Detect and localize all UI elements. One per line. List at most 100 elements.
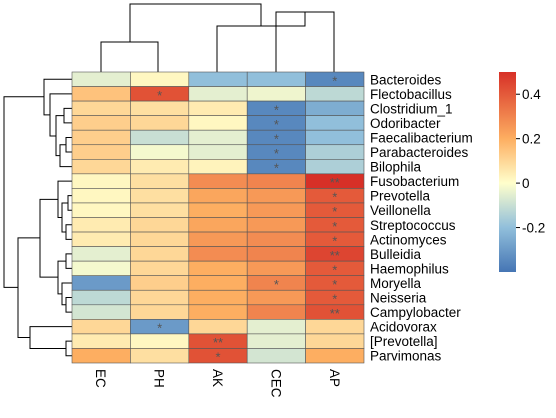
heatmap-cell <box>247 261 305 276</box>
row-label: Haemophilus <box>370 261 449 276</box>
significance-mark: * <box>274 131 279 146</box>
row-label: Bulleidia <box>370 247 422 262</box>
significance-mark: * <box>332 190 337 205</box>
heatmap-cell <box>130 130 188 145</box>
heatmap-cell <box>72 188 130 203</box>
row-label: Faecalibacterium <box>370 130 473 145</box>
row-label: Neisseria <box>370 291 427 306</box>
heatmap-cell <box>189 261 247 276</box>
column-labels: EC PH AK CEC AP <box>93 369 342 398</box>
legend-tick-label: -0.2 <box>522 221 545 236</box>
significance-mark: * <box>274 146 279 161</box>
heatmap-cell <box>72 87 130 102</box>
heatmap-cells <box>72 72 364 363</box>
row-label: Veillonella <box>370 203 431 218</box>
significance-mark: * <box>332 262 337 277</box>
color-legend-bar <box>499 72 516 272</box>
significance-mark: * <box>332 204 337 219</box>
heatmap-cell <box>130 145 188 160</box>
heatmap-cell <box>130 276 188 291</box>
heatmap-cell <box>72 334 130 349</box>
heatmap-cell <box>130 247 188 262</box>
column-label: EC <box>93 369 108 388</box>
heatmap-cell <box>247 232 305 247</box>
significance-mark: * <box>215 350 220 365</box>
row-label: Prevotella <box>370 189 431 204</box>
heatmap-cell <box>72 319 130 334</box>
heatmap-cell <box>130 116 188 131</box>
row-label: Moryella <box>370 276 422 291</box>
heatmap-cell <box>306 348 364 363</box>
column-label: PH <box>152 369 167 388</box>
heatmap-cell <box>247 247 305 262</box>
heatmap-cell <box>189 159 247 174</box>
row-label: Odoribacter <box>370 116 441 131</box>
heatmap-cell <box>72 203 130 218</box>
heatmap-cell <box>130 188 188 203</box>
heatmap-cell <box>130 159 188 174</box>
heatmap-cell <box>130 72 188 87</box>
row-label: Parabacteroides <box>370 145 469 160</box>
heatmap-cell <box>247 290 305 305</box>
legend-tick-label: 0 <box>522 176 530 191</box>
heatmap-cell <box>306 159 364 174</box>
heatmap-cell <box>306 116 364 131</box>
heatmap-cell <box>130 290 188 305</box>
heatmap-cell <box>189 174 247 189</box>
column-label: AP <box>327 369 342 387</box>
significance-mark: ** <box>330 248 340 263</box>
heatmap-cell <box>306 101 364 116</box>
heatmap-cell <box>189 305 247 320</box>
heatmap-cell <box>247 319 305 334</box>
heatmap-cell <box>130 305 188 320</box>
heatmap-cell <box>247 188 305 203</box>
color-legend: 0.4 0.2 0 -0.2 <box>499 72 545 272</box>
heatmap-cell <box>72 130 130 145</box>
heatmap-cell <box>306 87 364 102</box>
significance-mark: * <box>274 102 279 117</box>
heatmap-cell <box>72 261 130 276</box>
heatmap-cell <box>189 290 247 305</box>
heatmap-cell <box>247 305 305 320</box>
heatmap-cell <box>189 101 247 116</box>
heatmap-cell <box>72 247 130 262</box>
row-dendrogram <box>4 79 72 355</box>
heatmap-cell <box>189 218 247 233</box>
heatmap-cell <box>72 145 130 160</box>
heatmap-cell <box>189 232 247 247</box>
heatmap-cell <box>306 130 364 145</box>
row-label: Fusobacterium <box>370 174 459 189</box>
heatmap-cell <box>189 319 247 334</box>
heatmap-cell <box>189 87 247 102</box>
heatmap-cell <box>72 159 130 174</box>
heatmap-cell <box>130 203 188 218</box>
heatmap-cell <box>247 72 305 87</box>
heatmap-cell <box>189 188 247 203</box>
heatmap-cell <box>189 72 247 87</box>
heatmap-cell <box>72 101 130 116</box>
heatmap-cell <box>130 232 188 247</box>
row-label: [Prevotella] <box>370 334 438 349</box>
heatmap-cell <box>130 101 188 116</box>
heatmap-cell <box>306 145 364 160</box>
heatmap-cell <box>247 218 305 233</box>
heatmap-cell <box>189 130 247 145</box>
significance-mark: ** <box>330 175 340 190</box>
heatmap-cell <box>130 218 188 233</box>
heatmap-cell <box>72 276 130 291</box>
heatmap-cell <box>189 276 247 291</box>
row-label: Flectobacillus <box>370 87 452 102</box>
heatmap-cell <box>130 334 188 349</box>
column-label: CEC <box>268 369 283 398</box>
heatmap-cell <box>72 348 130 363</box>
row-label: Streptococcus <box>370 218 456 233</box>
heatmap-cell <box>72 72 130 87</box>
heatmap-cell <box>130 174 188 189</box>
row-label: Bacteroides <box>370 72 442 87</box>
heatmap-cell <box>247 87 305 102</box>
row-label: Clostridium_1 <box>370 101 453 116</box>
heatmap-cell <box>247 334 305 349</box>
heatmap-cell <box>72 290 130 305</box>
heatmap-cell <box>189 145 247 160</box>
heatmap-cell <box>72 116 130 131</box>
